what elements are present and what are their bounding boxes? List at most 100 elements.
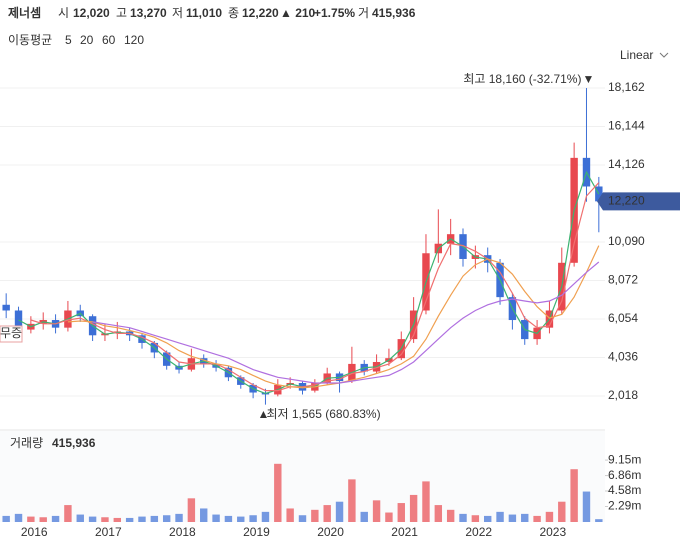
volume-bar xyxy=(39,517,47,522)
event-marker xyxy=(0,325,23,343)
label: 종 xyxy=(228,6,239,20)
change-pct: +1.75% xyxy=(314,6,355,20)
value: 12,020 xyxy=(73,6,110,20)
last-price-label: 12,220 xyxy=(608,194,645,208)
volume-pane xyxy=(0,431,605,522)
volume-bar xyxy=(298,515,307,522)
volume-title: 거래량 xyxy=(10,436,43,450)
high-arrow: ▼ xyxy=(582,72,594,86)
volume-bar xyxy=(162,515,171,522)
x-tick-label: 2023 xyxy=(539,525,566,539)
volume-bar xyxy=(422,481,430,522)
high-annotation: 최고 18,160 (-32.71%) xyxy=(463,72,581,86)
value: 13,270 xyxy=(130,6,167,20)
volume-bar xyxy=(409,494,418,522)
volume-bar xyxy=(175,513,183,522)
value: 415,936 xyxy=(372,6,416,20)
volume-bar xyxy=(224,515,233,522)
volume-tick-label: 4.58m xyxy=(608,483,641,497)
label: 시 xyxy=(58,6,69,20)
volume-bar xyxy=(521,513,529,522)
header: 제너셈 시 12,020 고 13,270 저 11,010 종 12,220 … xyxy=(8,5,416,47)
label: 거 xyxy=(358,6,369,20)
volume-bar xyxy=(372,500,381,522)
y-tick-label: 18,162 xyxy=(608,80,645,94)
last-price-tag xyxy=(597,192,680,211)
volume-bar xyxy=(508,514,517,522)
volume-bar xyxy=(582,491,591,522)
volume-bar xyxy=(2,515,10,522)
scale-selector[interactable]: Linear xyxy=(620,48,653,62)
x-tick-label: 2016 xyxy=(21,525,48,539)
volume-bar xyxy=(237,516,245,522)
volume-bar xyxy=(335,501,344,522)
volume-bar xyxy=(459,513,467,522)
moving-average-line xyxy=(67,245,600,389)
volume-bar xyxy=(200,508,208,522)
change: ▲ 210 xyxy=(280,6,316,20)
x-tick-label: 2021 xyxy=(391,525,418,539)
volume-tick-label: 9.15m xyxy=(608,452,641,466)
ma-legend-label: 이동평균 xyxy=(8,33,52,47)
volume-bar xyxy=(323,505,331,522)
volume-bar xyxy=(249,515,257,522)
volume-bar xyxy=(471,515,480,522)
volume-bar xyxy=(101,517,109,522)
label: 고 xyxy=(116,6,127,20)
stock-name: 제너셈 xyxy=(8,5,41,20)
legend-entry: 60 xyxy=(102,33,116,47)
volume-bar xyxy=(558,501,566,522)
moving-average-line xyxy=(30,182,600,392)
volume-bar xyxy=(385,512,393,522)
volume-bar xyxy=(360,511,368,522)
volume-bar xyxy=(496,511,504,522)
volume-bar xyxy=(187,498,196,522)
legend-entry: 120 xyxy=(124,33,144,47)
x-tick-label: 2019 xyxy=(243,525,270,539)
event-label: 무증 xyxy=(0,326,22,340)
y-tick-label: 10,090 xyxy=(608,234,645,248)
volume-bar xyxy=(434,505,443,522)
y-tick-label: 4,036 xyxy=(608,350,638,364)
legend-entry: 5 xyxy=(65,33,72,47)
volume-bar xyxy=(311,509,319,522)
volume-bar xyxy=(14,513,23,522)
volume-bar xyxy=(446,509,455,522)
volume-bar xyxy=(27,516,35,522)
value: 12,220 xyxy=(242,6,279,20)
value: 11,010 xyxy=(186,6,222,20)
x-tick-label: 2022 xyxy=(465,525,492,539)
volume-bar xyxy=(261,511,270,522)
low-arrow: ▲ xyxy=(257,407,269,421)
volume-bar xyxy=(138,516,146,522)
volume-bar xyxy=(595,519,603,522)
volume-bar xyxy=(76,514,84,522)
moving-average-line xyxy=(92,261,600,384)
volume-bar xyxy=(397,503,405,522)
volume-bar xyxy=(150,515,159,522)
moving-average-line xyxy=(18,170,600,395)
low-annotation: 최저 1,565 (680.83%) xyxy=(266,407,380,421)
label: 저 xyxy=(172,6,183,20)
y-tick-label: 16,144 xyxy=(608,119,645,133)
volume-bar xyxy=(51,515,60,522)
x-tick-label: 2017 xyxy=(95,525,122,539)
volume-bar xyxy=(570,469,578,522)
volume-title-value: 415,936 xyxy=(52,436,96,450)
volume-bar xyxy=(212,514,220,522)
volume-bar xyxy=(484,515,492,522)
volume-bar xyxy=(545,511,554,522)
x-tick-label: 2018 xyxy=(169,525,196,539)
candle-body xyxy=(2,304,10,311)
volume-tick-label: 6.86m xyxy=(608,468,641,482)
volume-bar xyxy=(274,463,282,522)
volume-bar xyxy=(64,505,72,522)
volume-bar xyxy=(533,515,541,522)
volume-tick-label: 2.29m xyxy=(608,499,641,513)
x-tick-label: 2020 xyxy=(317,525,344,539)
legend-entry: 20 xyxy=(80,33,94,47)
dropdown-icon[interactable] xyxy=(659,52,669,58)
y-tick-label: 2,018 xyxy=(608,388,638,402)
volume-bar xyxy=(88,516,97,522)
